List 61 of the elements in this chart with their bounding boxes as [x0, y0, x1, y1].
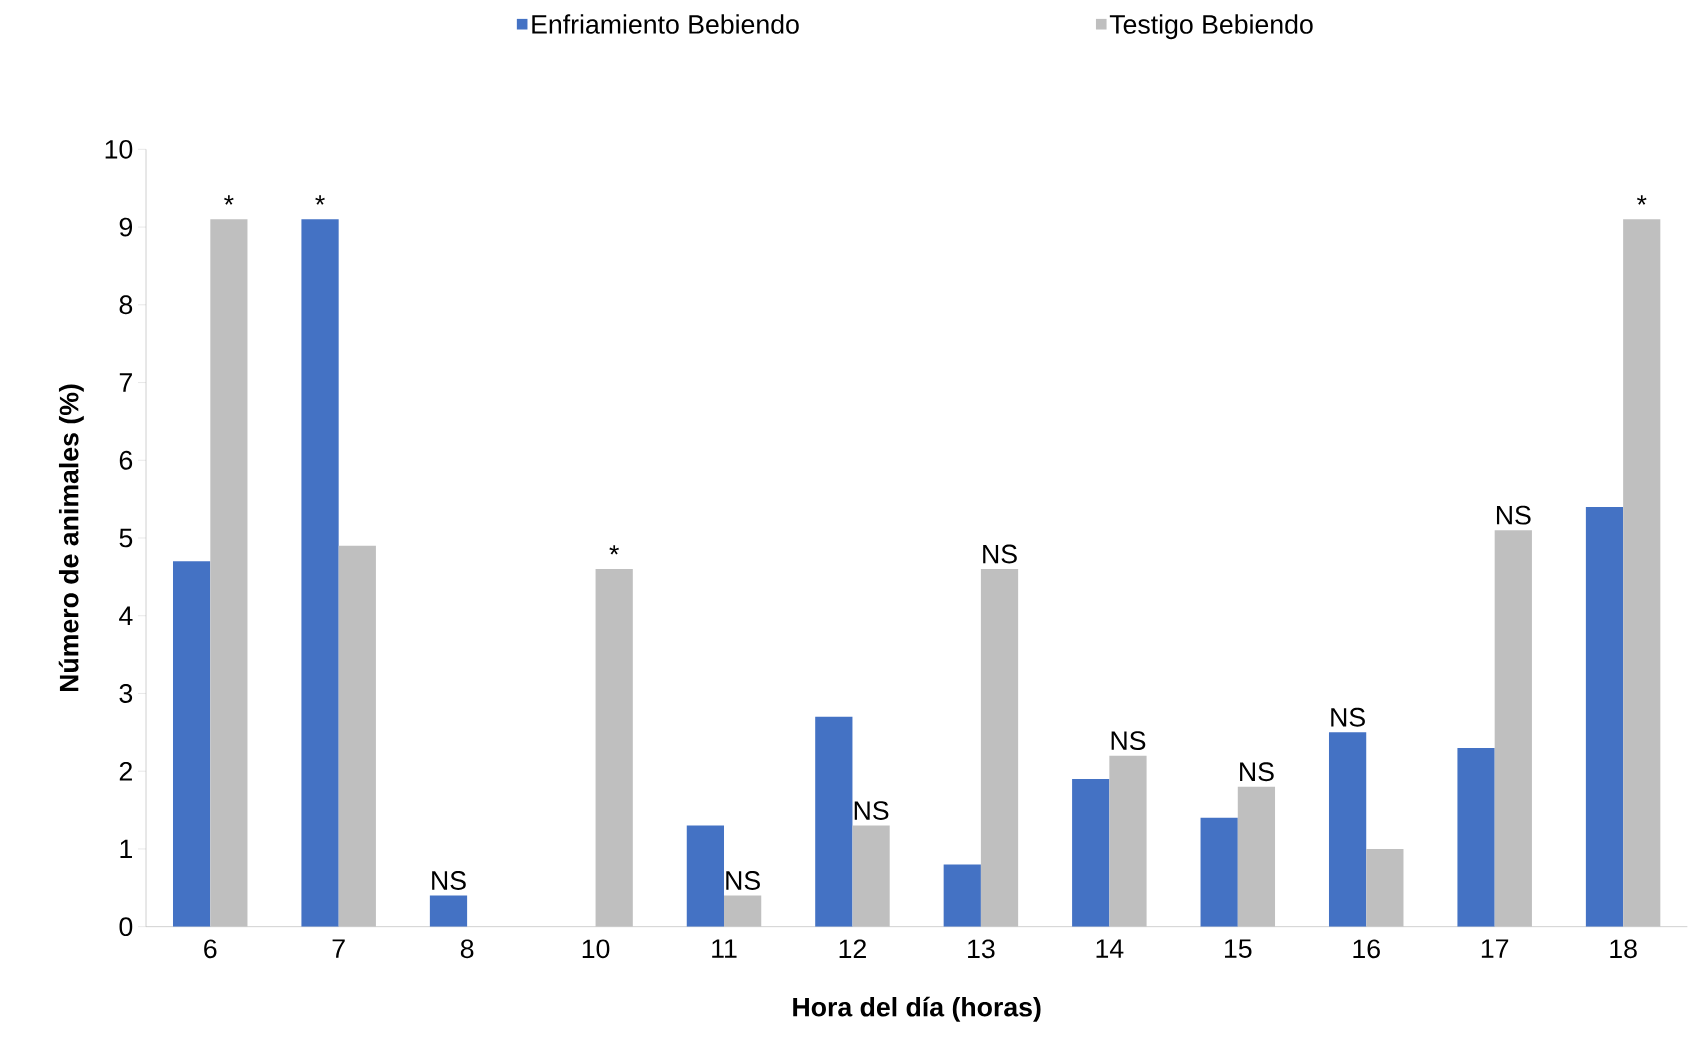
- x-tick-label: 17: [1481, 939, 1509, 958]
- annotation: NS: [1496, 505, 1531, 525]
- bar: [1494, 530, 1532, 927]
- annotation: NS: [1331, 707, 1365, 727]
- bar: [429, 895, 468, 927]
- bar: [210, 219, 248, 927]
- bar: [1585, 506, 1624, 927]
- y-tick-label: 2: [119, 761, 132, 781]
- x-tick-label: 12: [839, 939, 866, 958]
- bar: [338, 545, 376, 927]
- bar: [1237, 786, 1276, 927]
- bar: [1072, 778, 1110, 927]
- bar: [686, 825, 725, 927]
- y-tick-label: 5: [119, 528, 133, 548]
- bar: [1328, 732, 1367, 927]
- x-tick-label: 7: [332, 939, 345, 958]
- x-tick-label: 14: [1096, 939, 1124, 958]
- bar: [1366, 848, 1404, 927]
- bar: [815, 716, 853, 927]
- x-tick-label: 8: [460, 939, 474, 959]
- y-tick-label: 6: [119, 450, 133, 470]
- y-axis-title: Número de animales (%): [58, 384, 84, 692]
- annotation: *: [224, 195, 234, 205]
- y-tick-label: 4: [119, 606, 133, 625]
- y-tick-label: 8: [119, 295, 133, 315]
- x-tick-label: 15: [1224, 939, 1252, 958]
- bar: [172, 561, 211, 927]
- y-tick-label: 3: [119, 684, 133, 703]
- bar: [301, 219, 339, 927]
- annotation: NS: [1240, 762, 1274, 782]
- y-tick-label: 1: [120, 839, 132, 859]
- x-tick-label: 10: [582, 939, 610, 959]
- bar: [943, 864, 981, 927]
- y-tick-label: 9: [119, 217, 133, 237]
- y-tick-label: 10: [105, 139, 133, 159]
- y-tick-label: 0: [119, 917, 133, 937]
- legend-label: Enfriamiento Bebiendo: [532, 14, 799, 34]
- annotation: NS: [726, 871, 760, 890]
- annotation: NS: [854, 801, 889, 820]
- x-tick-label: 18: [1610, 939, 1637, 959]
- annotation: *: [609, 545, 619, 555]
- bar: [852, 825, 890, 927]
- bar: [1109, 755, 1147, 927]
- x-axis-title: Hora del día (horas): [793, 996, 1041, 1022]
- x-tick-label: 13: [968, 939, 995, 959]
- bar: [595, 569, 633, 927]
- annotation: NS: [983, 544, 1017, 564]
- annotation: NS: [1111, 731, 1146, 751]
- bar: [980, 569, 1019, 927]
- annotation: *: [315, 195, 325, 205]
- x-tick-label: 6: [204, 939, 217, 959]
- annotation: *: [1637, 195, 1647, 205]
- bar: [1623, 219, 1661, 927]
- x-tick-label: 16: [1353, 939, 1380, 959]
- bar: [1457, 747, 1495, 927]
- bar: [1200, 817, 1238, 927]
- legend-label: Testigo Bebiendo: [1109, 14, 1313, 40]
- y-tick-label: 7: [119, 373, 132, 392]
- annotation: NS: [432, 871, 466, 890]
- x-tick-label: 11: [712, 939, 737, 958]
- bar: [724, 895, 762, 927]
